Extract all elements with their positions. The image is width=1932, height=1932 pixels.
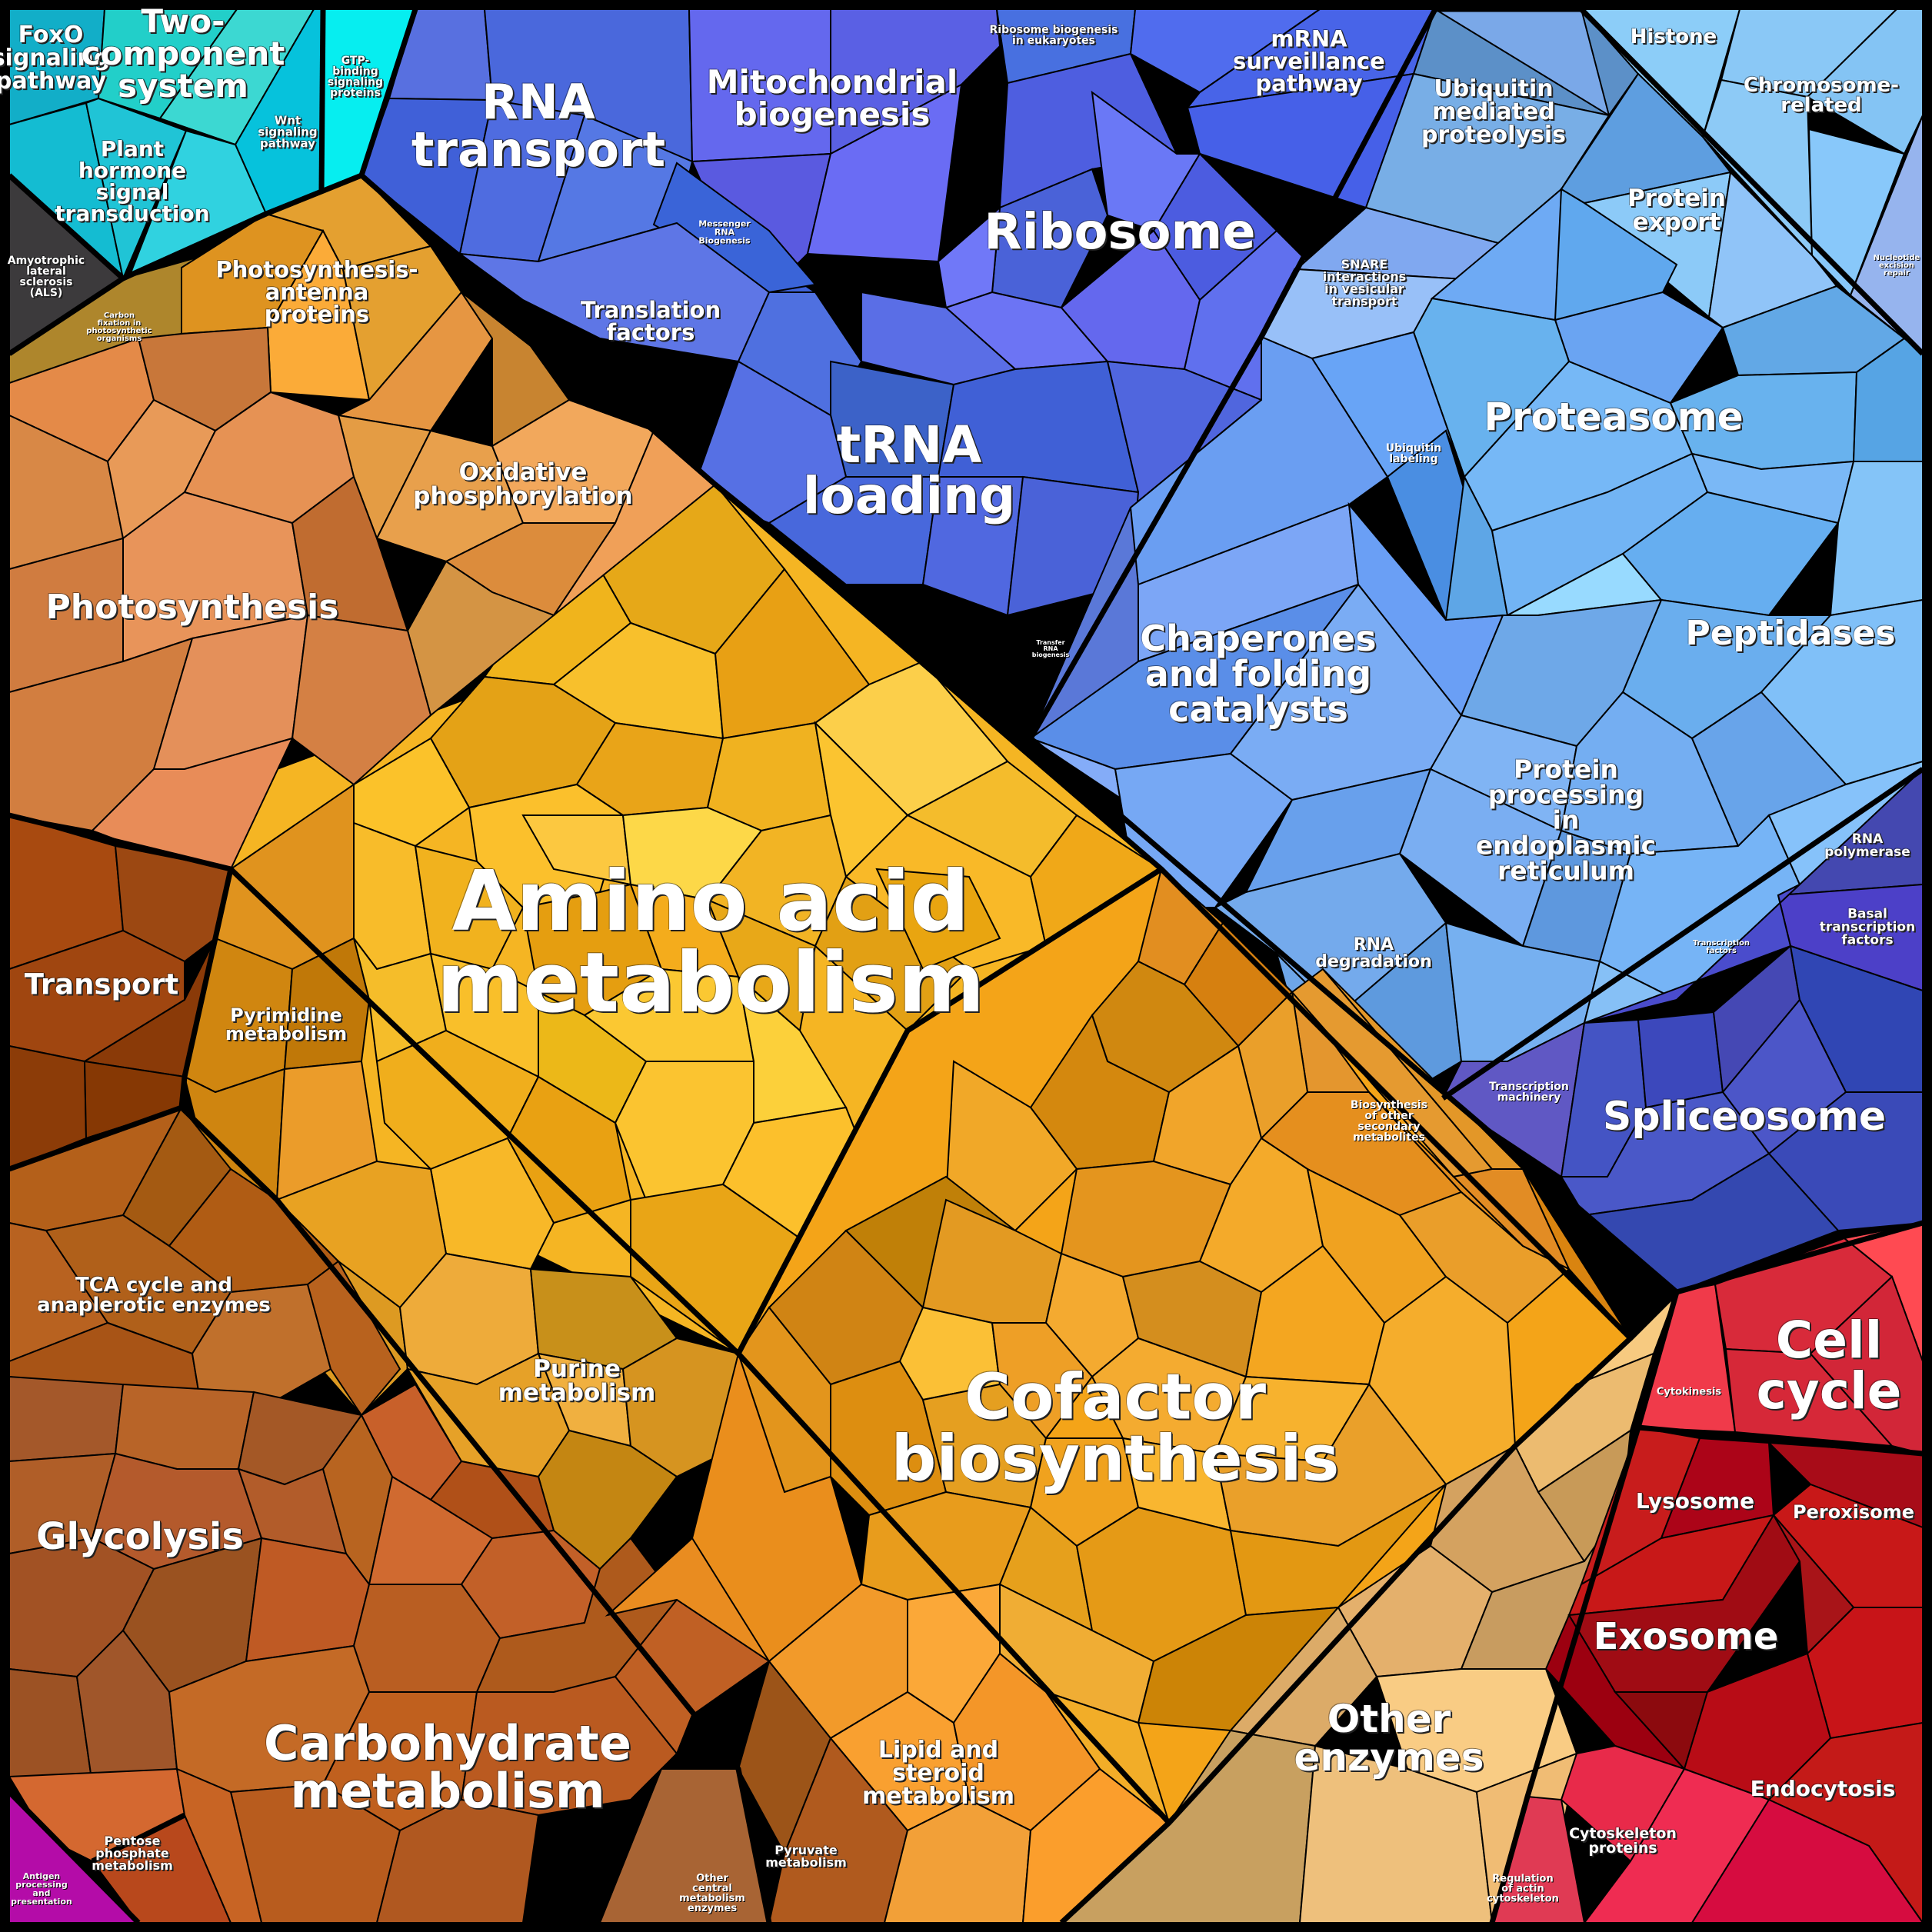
label-cytoskeleton-proteins[interactable]: Cytoskeleton proteins bbox=[1569, 1825, 1677, 1857]
label-other-central-metabolism[interactable]: Other central metabolism enzymes bbox=[679, 1873, 745, 1914]
label-als[interactable]: Amyotrophic lateral sclerosis (ALS) bbox=[7, 255, 85, 299]
cell-aa-22[interactable] bbox=[414, 844, 525, 971]
region-transport bbox=[8, 814, 232, 1171]
label-peroxisome[interactable]: Peroxisome bbox=[1793, 1501, 1914, 1523]
cell-ph-8[interactable] bbox=[291, 475, 409, 632]
label-biosynthesis-secondary-metabolites[interactable]: Biosynthesis of other secondary metaboli… bbox=[1350, 1099, 1428, 1144]
cell-cof-35[interactable] bbox=[1229, 1484, 1447, 1617]
label-histone[interactable]: Histone bbox=[1630, 25, 1717, 48]
label-transfer-rna-biogenesis[interactable]: Transfer RNA biogenesis bbox=[1031, 639, 1070, 658]
label-oxidative-phosphorylation[interactable]: Oxidative phosphorylation bbox=[413, 458, 633, 510]
label-chromosome-related[interactable]: Chromosome- related bbox=[1743, 74, 1900, 117]
label-translation-factors[interactable]: Translation factors bbox=[580, 297, 721, 345]
cell-pyr-3[interactable] bbox=[283, 937, 371, 1071]
cell-carb-14[interactable] bbox=[375, 1798, 540, 1924]
label-lysosome[interactable]: Lysosome bbox=[1635, 1488, 1755, 1514]
region-signaling bbox=[8, 8, 417, 355]
label-pentose-phosphate[interactable]: Pentose phosphate metabolism bbox=[92, 1834, 173, 1873]
cell-trna-6[interactable] bbox=[768, 476, 940, 585]
label-tca-cycle[interactable]: TCA cycle and anaplerotic enzymes bbox=[37, 1274, 271, 1317]
label-basal-transcription-factors[interactable]: Basal transcription factors bbox=[1819, 906, 1916, 948]
cell-pr-2[interactable] bbox=[1554, 188, 1678, 321]
cell-bsm-4[interactable] bbox=[1522, 1168, 1631, 1339]
label-transcription-factors[interactable]: Transcription factors bbox=[1692, 939, 1750, 955]
label-transport[interactable]: Transport bbox=[24, 968, 179, 1001]
region-central-metabolism bbox=[8, 1106, 1171, 1924]
label-rna-polymerase[interactable]: RNA polymerase bbox=[1824, 831, 1910, 860]
label-rna-degradation[interactable]: RNA degradation bbox=[1315, 935, 1432, 971]
label-proteasome[interactable]: Proteasome bbox=[1484, 395, 1744, 439]
region-protein-fate bbox=[1028, 8, 1924, 1109]
label-ubiquitin-mediated-proteolysis[interactable]: Ubiquitin mediated proteolysis bbox=[1421, 75, 1567, 148]
label-protein-processing-er[interactable]: Protein processing in endoplasmic reticu… bbox=[1475, 754, 1657, 886]
label-wnt-signaling[interactable]: Wnt signaling pathway bbox=[258, 113, 318, 151]
label-protein-export[interactable]: Protein export bbox=[1627, 185, 1726, 236]
region-cellular-processes bbox=[1491, 1221, 1924, 1926]
label-plant-hormone-signal[interactable]: Plant hormone signal transduction bbox=[55, 136, 210, 226]
label-ubiquitin-labeling[interactable]: Ubiquitin labeling bbox=[1385, 442, 1442, 465]
label-cell-cycle[interactable]: Cell cycle bbox=[1756, 1311, 1902, 1421]
cell-gly-2[interactable] bbox=[114, 1383, 255, 1470]
label-glycolysis[interactable]: Glycolysis bbox=[36, 1515, 244, 1558]
cell-ph-11[interactable] bbox=[291, 614, 432, 786]
cell-proteasome-e[interactable] bbox=[1621, 491, 1840, 617]
cell-ox-1[interactable] bbox=[335, 291, 494, 432]
label-cofactor-biosynthesis[interactable]: Cofactor biosynthesis bbox=[891, 1361, 1340, 1496]
label-mrna-surveillance[interactable]: mRNA surveillance pathway bbox=[1233, 25, 1385, 97]
group-borders bbox=[7, 6, 1925, 1925]
label-carbon-fixation[interactable]: Carbon fixation in photosynthetic organi… bbox=[86, 311, 152, 343]
label-rna-transport[interactable]: RNA transport bbox=[411, 74, 666, 178]
label-two-component-system[interactable]: Two- component system bbox=[81, 2, 285, 105]
label-gtp-binding-signaling[interactable]: GTP- binding signaling proteins bbox=[327, 55, 384, 99]
label-messenger-rna-biogenesis[interactable]: Messenger RNA Biogenesis bbox=[698, 218, 751, 246]
label-photosynthesis[interactable]: Photosynthesis bbox=[45, 588, 339, 627]
label-photosynthesis-antenna[interactable]: Photosynthesis- antenna proteins bbox=[215, 256, 418, 328]
label-chaperones-folding[interactable]: Chaperones and folding catalysts bbox=[1140, 618, 1377, 730]
label-trna-loading[interactable]: tRNA loading bbox=[802, 415, 1016, 525]
label-carbohydrate-metabolism[interactable]: Carbohydrate metabolism bbox=[264, 1715, 631, 1819]
cell-aa-20[interactable] bbox=[875, 868, 1001, 971]
region-energy bbox=[8, 174, 717, 871]
label-peptidases[interactable]: Peptidases bbox=[1685, 614, 1896, 653]
region-genetic-information bbox=[360, 8, 1437, 741]
label-ribosome[interactable]: Ribosome bbox=[984, 204, 1256, 261]
label-lipid-steroid-metabolism[interactable]: Lipid and steroid metabolism bbox=[862, 1737, 1014, 1810]
label-transcription-machinery[interactable]: Transcription machinery bbox=[1489, 1081, 1569, 1104]
label-ribosome-biogenesis[interactable]: Ribosome biogenesis in eukaryotes bbox=[989, 24, 1118, 47]
label-mitochondrial-biogenesis[interactable]: Mitochondrial biogenesis bbox=[706, 63, 958, 133]
region-cofactor-biosynthesis bbox=[737, 868, 1632, 1825]
cell-aa-9[interactable] bbox=[706, 721, 832, 832]
label-nucleotide-excision-repair[interactable]: Nucleotide excision repair bbox=[1873, 254, 1920, 278]
label-snare-interactions[interactable]: SNARE interactions in vesicular transpor… bbox=[1322, 257, 1407, 308]
label-pyrimidine-metabolism[interactable]: Pyrimidine metabolism bbox=[225, 1004, 348, 1044]
cell-transcription-factors[interactable] bbox=[1584, 884, 1800, 1024]
label-endocytosis[interactable]: Endocytosis bbox=[1750, 1776, 1896, 1801]
cell-carb-4[interactable] bbox=[429, 1460, 555, 1540]
region-transcription bbox=[1441, 767, 1924, 1294]
label-antigen-processing[interactable]: Antigen processing and presentation bbox=[11, 1871, 72, 1907]
label-pyruvate-metabolism[interactable]: Pyruvate metabolism bbox=[765, 1843, 847, 1870]
label-exosome[interactable]: Exosome bbox=[1593, 1615, 1779, 1658]
cell-cof-23[interactable] bbox=[991, 1322, 1094, 1440]
label-regulation-actin-cytoskeleton[interactable]: Regulation of actin cytoskeleton bbox=[1487, 1873, 1559, 1905]
cell-gly-1[interactable] bbox=[8, 1375, 125, 1463]
label-purine-metabolism[interactable]: Purine metabolism bbox=[498, 1355, 656, 1407]
label-other-enzymes[interactable]: Other enzymes bbox=[1294, 1697, 1484, 1780]
cell-cof-10[interactable] bbox=[944, 1060, 1078, 1232]
label-spliceosome[interactable]: Spliceosome bbox=[1602, 1094, 1887, 1140]
label-foxo-signaling[interactable]: FoxO signaling pathway bbox=[0, 22, 111, 95]
label-cytokinesis[interactable]: Cytokinesis bbox=[1656, 1386, 1722, 1398]
label-amino-acid-metabolism[interactable]: Amino acid metabolism bbox=[436, 854, 985, 1031]
